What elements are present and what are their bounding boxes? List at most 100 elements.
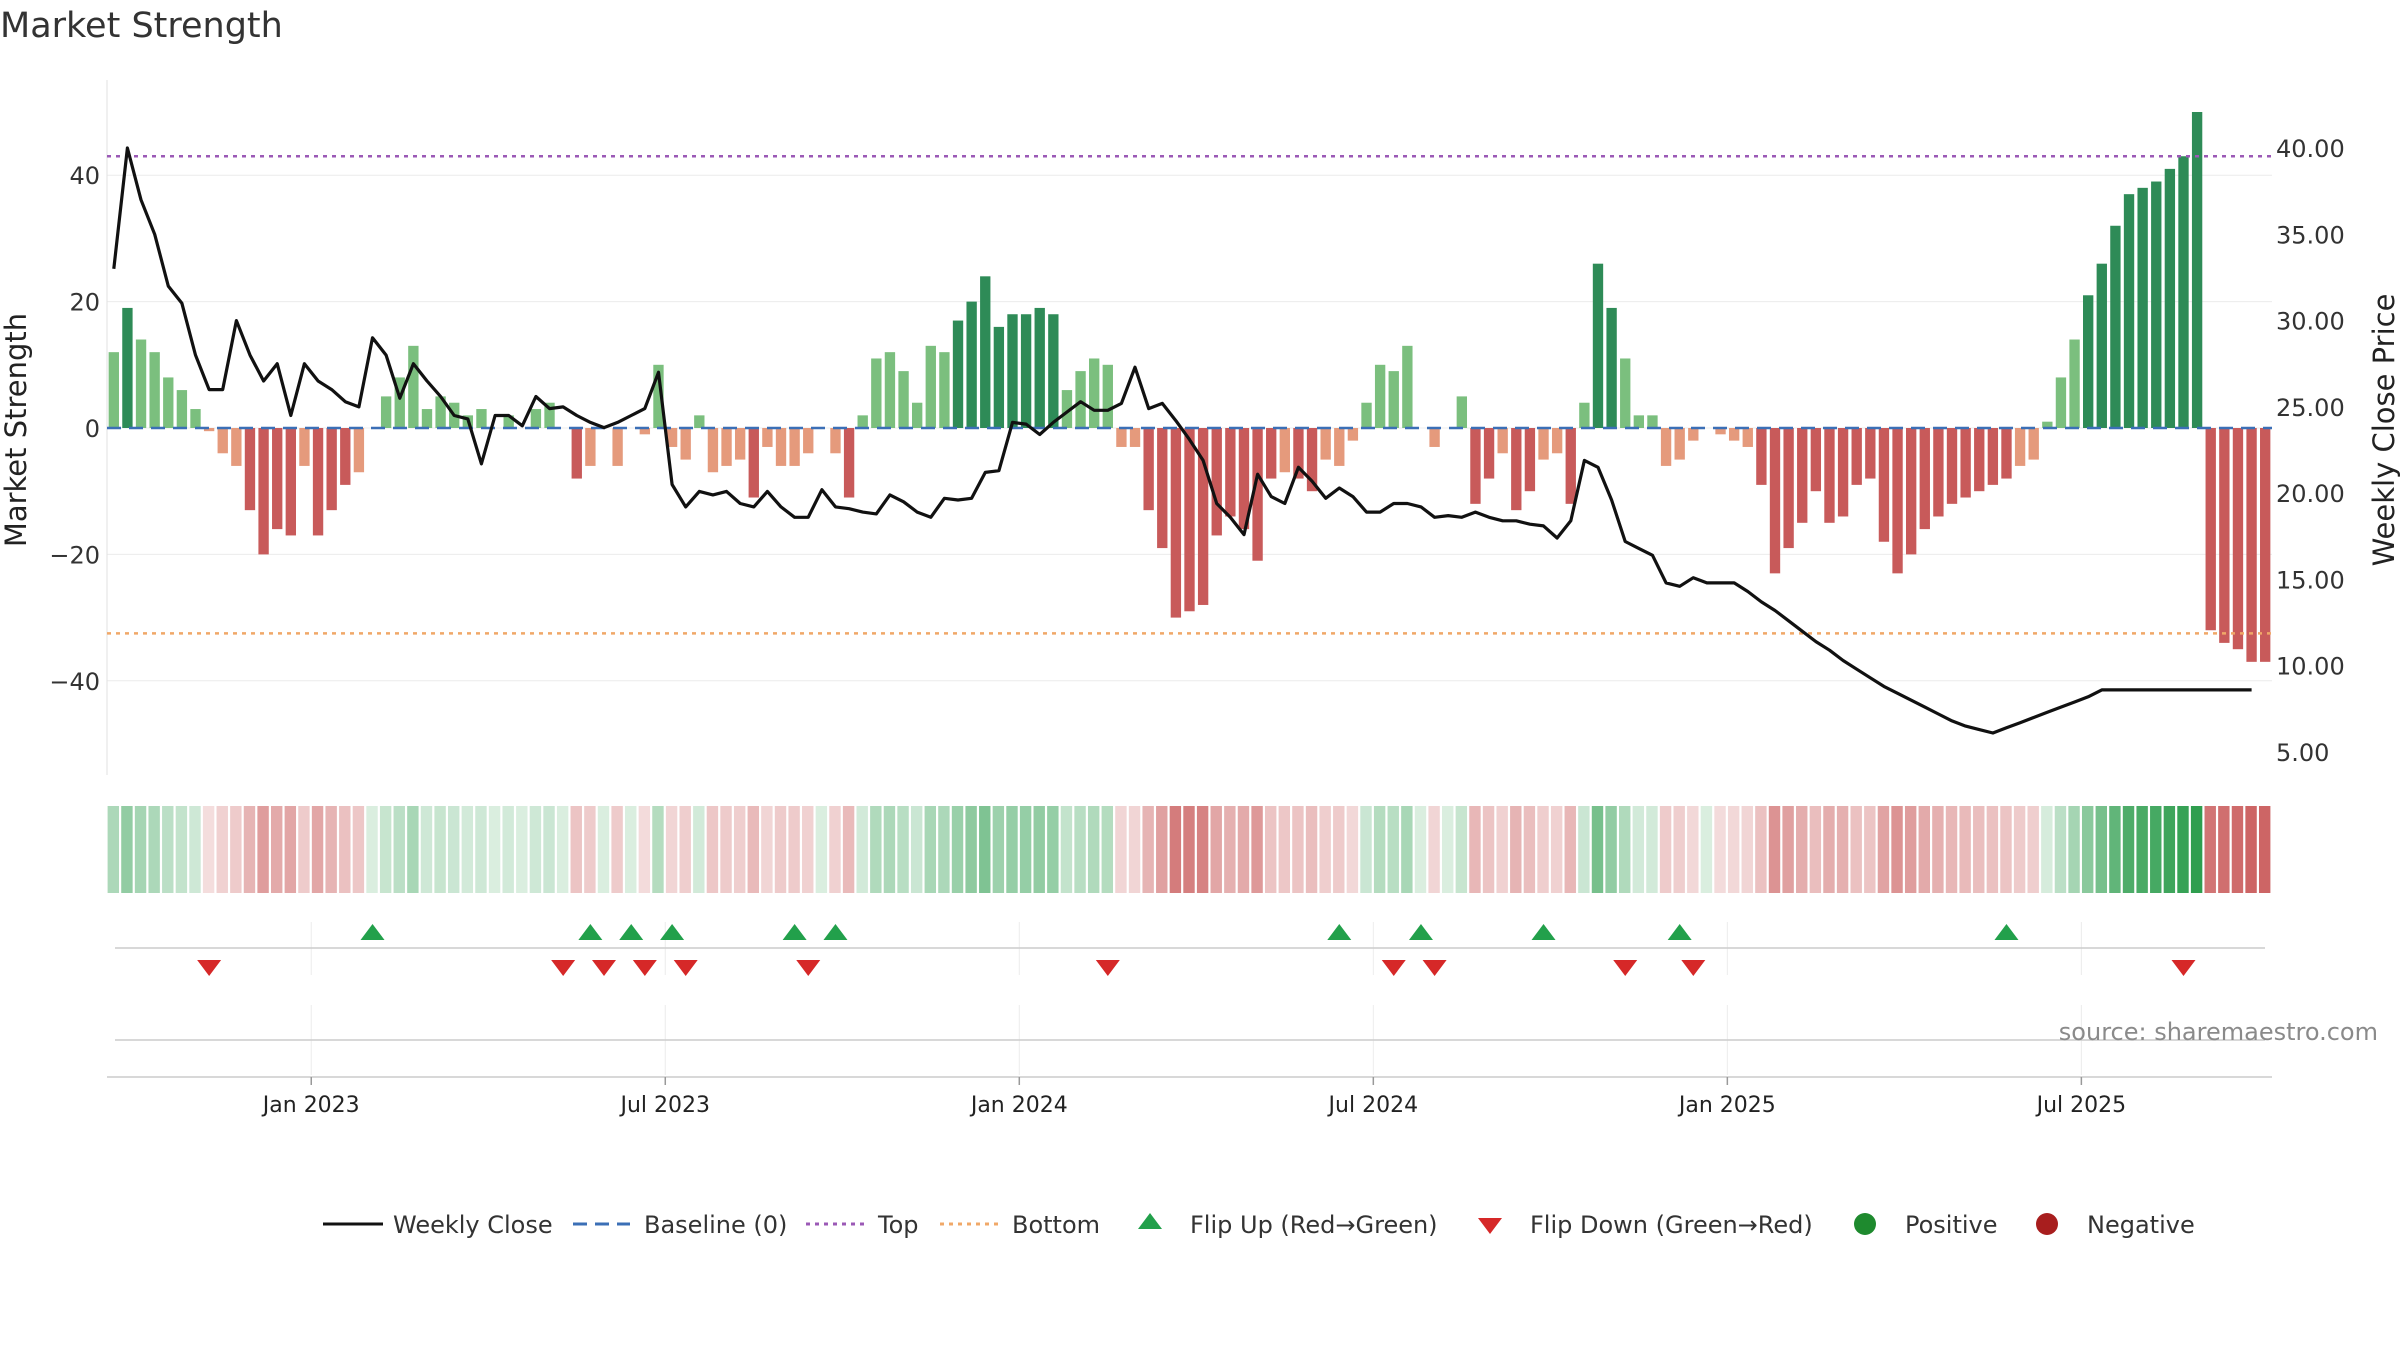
circle-icon [1854,1213,1876,1235]
strength-bar [1565,428,1576,504]
strength-bar [2191,112,2203,428]
strength-band [107,806,2271,893]
strength-band-cell [2122,806,2135,893]
strength-bar [803,428,814,454]
strength-bar [707,428,719,473]
circle-icon [2036,1213,2058,1235]
strength-bar [1933,428,1944,517]
strength-bar [639,428,651,435]
strength-bar [1974,428,1985,492]
strength-bar [1797,428,1808,523]
strength-bar [1279,428,1290,473]
strength-band-cell [216,806,228,893]
strength-band-cell [1537,806,1549,893]
legend-item-top: Top [806,1211,919,1239]
legend-label: Positive [1905,1211,1998,1239]
y2-tick-label: 5.00 [2276,739,2329,767]
x-tick-label: Jan 2025 [1677,1093,1776,1118]
strength-band-cell [2068,806,2080,893]
strength-band-cell [1346,806,1359,893]
strength-band-cell [1169,806,1182,893]
strength-band-cell [897,806,909,893]
strength-band-cell [625,806,637,893]
strength-bar [857,415,868,428]
strength-bar [1157,428,1168,549]
strength-band-cell [257,806,269,893]
strength-bar [1688,428,1699,441]
x-tick-label: Jul 2023 [619,1093,711,1118]
strength-bar [1388,371,1399,428]
legend-item-flip-up: Flip Up (Red→Green) [1138,1211,1438,1239]
strength-bar [1429,428,1440,447]
strength-bar [952,320,964,428]
strength-bar [2205,428,2216,631]
strength-band-cell [121,806,133,893]
strength-band-cell [1904,806,1917,893]
strength-bar [1769,428,1781,574]
strength-band-cell [1687,806,1699,893]
strength-bar [544,402,555,428]
strength-band-cell [924,806,936,893]
strength-bar [312,428,324,536]
flip-up-marker [1994,924,2019,940]
strength-bar [571,428,582,479]
strength-band-cell [693,806,705,893]
strength-bar [231,428,242,466]
strength-band-cell [1986,806,1999,893]
y2-tick-label: 25.00 [2276,394,2345,422]
strength-band-cell [298,806,310,893]
strength-bar [2055,377,2067,428]
y-tick-label: 0 [85,415,100,443]
strength-band-cell [638,806,651,893]
strength-band-cell [774,806,787,893]
strength-band-cell [434,806,446,893]
strength-band-cell [1264,806,1277,893]
strength-band-cell [162,806,174,893]
strength-bar [1143,428,1154,511]
strength-bar [2232,428,2244,650]
y-tick-label: 40 [69,162,100,190]
strength-bar [135,339,147,428]
strength-bar [1892,428,1903,574]
strength-band-cell [870,806,882,893]
strength-band-cell [1932,806,1944,893]
strength-band-cell [1196,806,1209,893]
strength-bar [1320,428,1331,460]
strength-band-cell [910,806,923,893]
strength-bar [1878,428,1890,542]
strength-bar [2137,187,2148,428]
strength-bar [2260,428,2271,662]
strength-bar [2042,421,2053,428]
strength-band-cell [1796,806,1808,893]
strength-bar [789,428,800,466]
strength-bar [1919,428,1930,530]
strength-band-cell [1646,806,1658,893]
strength-bar [1824,428,1835,523]
flip-down-marker [1681,960,1706,976]
strength-band-cell [2095,806,2108,893]
flip-up-marker [1408,924,1433,940]
strength-bar [1020,314,1032,428]
strength-band-cell [2190,806,2203,893]
flip-down-marker [632,960,657,976]
strength-band-cell [802,806,814,893]
strength-bar [762,428,773,447]
strength-band-cell [720,806,732,893]
legend-label: Negative [2087,1211,2195,1239]
strength-bar [1837,428,1849,517]
strength-band-cell [1768,806,1781,893]
strength-band-cell [2013,806,2026,893]
strength-band-cell [311,806,324,893]
legend-item-baseline: Baseline (0) [573,1211,787,1239]
flip-up-marker [823,924,848,940]
flip-up-marker [1327,924,1352,940]
strength-band-cell [706,806,719,893]
legend-label: Flip Down (Green→Red) [1530,1211,1813,1239]
strength-band-cell [2041,806,2053,893]
legend-label: Top [877,1211,919,1239]
strength-bar [1089,358,1100,428]
strength-band-cell [284,806,297,893]
strength-band-cell [475,806,487,893]
strength-bar [2151,181,2162,428]
strength-band-cell [1659,806,1672,893]
